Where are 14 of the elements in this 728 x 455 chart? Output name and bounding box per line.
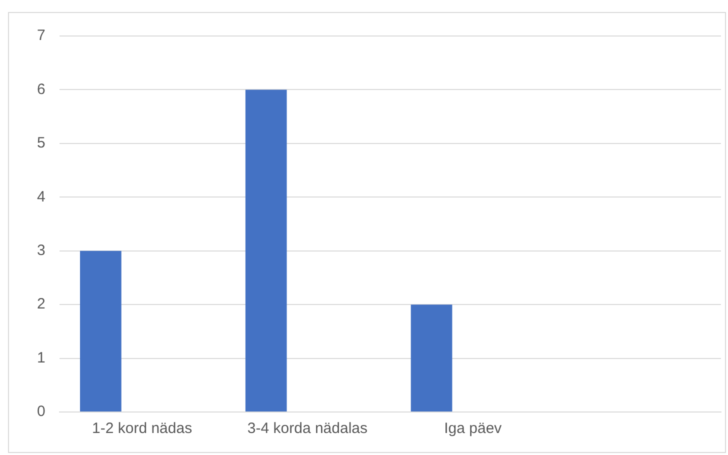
x-tick-label: Iga päev xyxy=(444,420,502,438)
bar xyxy=(80,250,122,412)
bar xyxy=(410,304,452,412)
y-tick-label: 2 xyxy=(37,296,46,313)
y-tick-label: 7 xyxy=(37,27,46,44)
x-tick-label: 1-2 kord nädas xyxy=(92,420,192,438)
x-tick-label: 3-4 korda nädalas xyxy=(247,420,368,438)
y-tick-label: 5 xyxy=(37,134,46,152)
y-tick-label: 4 xyxy=(37,188,46,206)
bar xyxy=(245,90,287,412)
y-tick-label: 6 xyxy=(37,80,46,98)
y-tick-label: 3 xyxy=(37,242,46,259)
y-tick-label: 0 xyxy=(37,403,46,420)
y-tick-label: 1 xyxy=(37,349,46,366)
